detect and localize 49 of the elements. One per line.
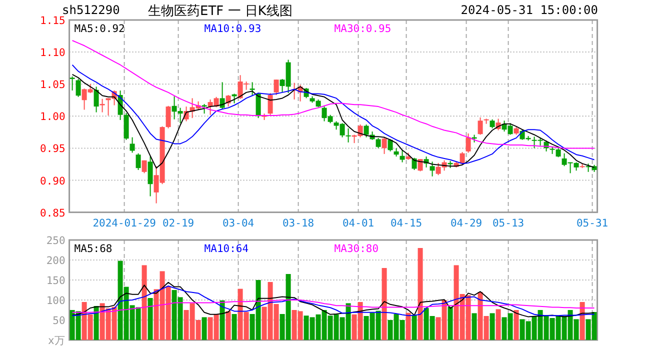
bar	[448, 306, 453, 340]
line-series	[72, 300, 595, 313]
bar	[580, 302, 585, 340]
y-tick-label: 1.05	[40, 79, 66, 92]
bar	[514, 310, 519, 340]
x-tick: 03-04	[222, 217, 254, 230]
bar	[412, 315, 417, 340]
y-tick-label: 1.15	[40, 15, 66, 27]
x-tick: 03-18	[282, 217, 314, 230]
y-tick-label: 100	[46, 295, 66, 307]
y-tick-label: 1.00	[40, 111, 66, 124]
y-tick-label: 1.10	[40, 47, 66, 60]
bar	[226, 311, 231, 340]
y-tick-label: 0.95	[40, 143, 66, 156]
x-tick: 05-13	[492, 217, 524, 230]
bar	[220, 300, 225, 340]
y-tick-label: 250	[46, 235, 66, 247]
bar	[142, 265, 147, 340]
text: MA30:0.95	[334, 23, 392, 35]
bar	[490, 313, 495, 340]
text: MA5:0.92	[74, 23, 125, 35]
x-tick: 05-31	[576, 217, 608, 230]
bar	[472, 313, 477, 340]
text: MA5:68	[74, 243, 112, 255]
y-tick-label: 200	[46, 255, 66, 267]
x-tick: 04-15	[390, 217, 422, 230]
text: 2024-05-31 15:00:00	[460, 3, 598, 17]
bar	[232, 314, 237, 340]
bar	[418, 248, 423, 340]
bar	[496, 309, 501, 340]
y-tick-label: 50	[52, 315, 66, 327]
chart-subtitle: sh512290	[62, 3, 120, 17]
text: MA30:80	[334, 243, 379, 255]
x-tick: 02-19	[162, 217, 194, 230]
y-tick-label: x万	[48, 335, 66, 347]
bar	[202, 317, 207, 340]
chart-title: 生物医药ETF 一 日K线图	[148, 4, 292, 19]
text: MA10:0.93	[204, 23, 262, 35]
x-tick: 04-29	[450, 217, 482, 230]
bar	[406, 312, 411, 340]
y-tick-label: 150	[46, 275, 66, 287]
text: MA10:64	[204, 243, 249, 255]
x-tick: 2024-01-29	[92, 217, 156, 230]
bar	[382, 268, 387, 340]
bar	[148, 298, 153, 340]
x-tick: 04-01	[342, 217, 374, 230]
y-tick-label: 0.90	[40, 175, 66, 188]
bar	[94, 306, 99, 340]
y-tick-label: 0.85	[40, 207, 66, 220]
